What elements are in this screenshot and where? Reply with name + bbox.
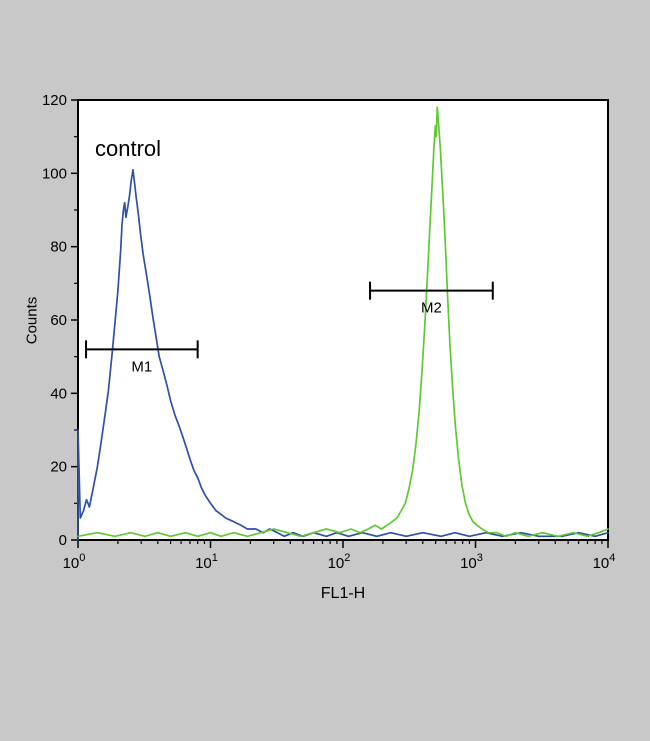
y-tick-label: 100: [42, 165, 67, 182]
marker-M2-label: M2: [421, 300, 442, 317]
x-tick-label: 102: [328, 552, 351, 572]
sample-green-curve: [77, 106, 609, 538]
x-tick-label: 101: [195, 552, 218, 572]
y-tick-label: 40: [50, 385, 67, 402]
x-tick-label: 104: [593, 552, 616, 572]
control-blue-curve: [77, 168, 609, 541]
y-tick-label: 0: [59, 532, 67, 549]
x-tick-label: 103: [460, 552, 483, 572]
x-tick-label: 100: [63, 552, 86, 572]
control-annotation: control: [95, 136, 162, 161]
marker-M1-label: M1: [131, 358, 152, 375]
y-tick-label: 20: [50, 459, 67, 476]
y-axis-label: Counts: [23, 296, 41, 345]
x-axis-label: FL1-H: [320, 585, 366, 602]
y-tick-label: 80: [50, 239, 67, 256]
plot-frame: [77, 99, 609, 541]
y-tick-label: 60: [50, 312, 67, 329]
y-tick-label: 120: [42, 92, 67, 109]
